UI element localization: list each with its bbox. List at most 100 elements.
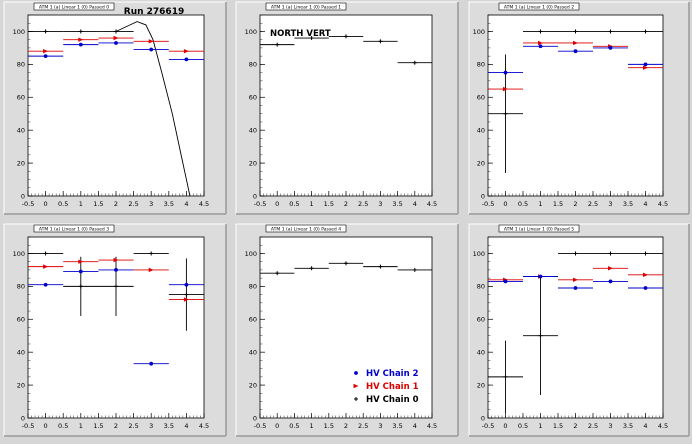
data-point	[573, 251, 578, 256]
title-tab	[498, 2, 580, 11]
x-tick-label: 0.5	[58, 200, 68, 208]
legend-label: HV Chain 1	[366, 382, 419, 392]
panel-1: ATM 1 (a) Linear 1 (0) Passed 0-0.5 0 0.5 1…	[3, 1, 227, 215]
y-tick-label: 0	[21, 192, 25, 200]
title-tab-text: ATM 1 (a) Linear 1 (0) Passed 2	[504, 5, 574, 11]
x-tick-label: -0.5	[482, 422, 495, 430]
data-point	[149, 361, 154, 366]
x-tick-label: 1.5	[553, 422, 563, 430]
data-point	[503, 279, 508, 284]
x-tick-label: 4.5	[427, 422, 437, 430]
plot-area	[27, 14, 205, 197]
data-point	[608, 279, 613, 284]
panel-3: ATM 1 (a) Linear 1 (0) Passed 2 -0.5 0 0.5 1…	[468, 1, 690, 215]
series-chain0	[488, 251, 663, 414]
data-point	[43, 49, 49, 54]
data-point	[149, 47, 154, 52]
legend-label: HV Chain 0	[366, 395, 419, 405]
x-tick-label: 1	[310, 422, 314, 430]
data-point	[78, 259, 84, 264]
x-tick-label: -0.5	[254, 200, 267, 208]
y-tick-label: 40	[477, 126, 485, 134]
x-tick-label: 4	[184, 200, 188, 208]
data-point	[148, 39, 154, 44]
data-point	[608, 266, 613, 271]
data-point	[78, 269, 83, 274]
data-point	[643, 272, 648, 278]
y-tick-label: 40	[249, 348, 257, 356]
x-tick-label: 0	[503, 200, 507, 208]
data-point	[113, 257, 119, 263]
data-point	[344, 261, 348, 266]
x-tick-label: 3.5	[164, 422, 174, 430]
data-point	[43, 264, 49, 269]
data-point	[309, 36, 314, 41]
plot-area	[259, 14, 433, 197]
data-point	[643, 29, 648, 34]
title-tab	[33, 224, 115, 233]
data-point	[184, 57, 189, 62]
series-chain2	[28, 268, 204, 366]
y-tick-label: 100	[245, 250, 257, 258]
data-point	[573, 286, 578, 290]
y-tick-label: 20	[477, 381, 485, 389]
data-point	[78, 284, 83, 289]
data-point	[149, 251, 154, 256]
data-point	[573, 277, 578, 282]
y-tick-label: 20	[477, 159, 485, 167]
series-chain0	[28, 251, 204, 331]
x-tick-label: 3	[378, 422, 382, 430]
y-tick-label: 20	[249, 381, 257, 389]
x-tick-label: 0.5	[518, 200, 528, 208]
x-tick-label: 3.5	[392, 422, 402, 430]
y-tick-label: 20	[17, 159, 25, 167]
x-tick-label: 2	[573, 200, 577, 208]
x-tick-label: 0.5	[58, 422, 68, 430]
y-tick-label: 100	[473, 28, 485, 36]
title-tab-text: ATM 1 (a) Linear 1 (0) Passed 5	[504, 227, 574, 233]
data-point	[538, 40, 543, 46]
x-tick-label: 2	[573, 422, 577, 430]
plot-area	[487, 236, 664, 419]
data-point	[43, 29, 48, 34]
x-tick-label: 0.5	[289, 422, 299, 430]
x-tick-label: 2.5	[128, 200, 138, 208]
data-point	[412, 60, 417, 65]
plot-area	[487, 14, 664, 197]
y-tick-label: 100	[473, 250, 485, 258]
x-tick-label: 4	[643, 200, 647, 208]
data-point	[573, 29, 578, 34]
x-tick-label: 4.5	[427, 200, 437, 208]
y-tick-label: 40	[477, 348, 485, 356]
x-tick-label: -0.5	[22, 422, 35, 430]
x-tick-label: 1	[310, 200, 314, 208]
data-point	[78, 37, 84, 42]
x-tick-label: 2.5	[588, 422, 598, 430]
y-tick-label: 0	[253, 192, 257, 200]
data-point	[184, 292, 189, 297]
x-tick-label: 0	[44, 422, 48, 430]
x-tick-label: -0.5	[482, 200, 495, 208]
data-point	[113, 35, 119, 41]
y-tick-label: 60	[477, 94, 485, 102]
data-point	[378, 264, 383, 269]
title-tab-text: ATM 1 (a) Linear 1 (0) Passed 3	[39, 227, 109, 233]
x-tick-label: 4	[643, 422, 647, 430]
data-point	[309, 266, 314, 271]
data-point	[114, 41, 118, 45]
y-tick-label: 100	[245, 28, 257, 36]
data-point	[538, 274, 543, 279]
data-point	[573, 40, 578, 46]
x-tick-label: 4	[413, 200, 417, 208]
y-tick-label: 80	[17, 283, 25, 291]
data-point	[183, 49, 189, 54]
data-point	[378, 39, 383, 44]
x-tick-label: 0	[275, 422, 279, 430]
data-point	[608, 46, 613, 50]
series-chain0	[260, 261, 432, 276]
x-tick-label: 2	[344, 200, 348, 208]
y-tick-label: 80	[477, 61, 485, 69]
series-chain0	[260, 34, 432, 65]
data-point	[503, 374, 508, 379]
